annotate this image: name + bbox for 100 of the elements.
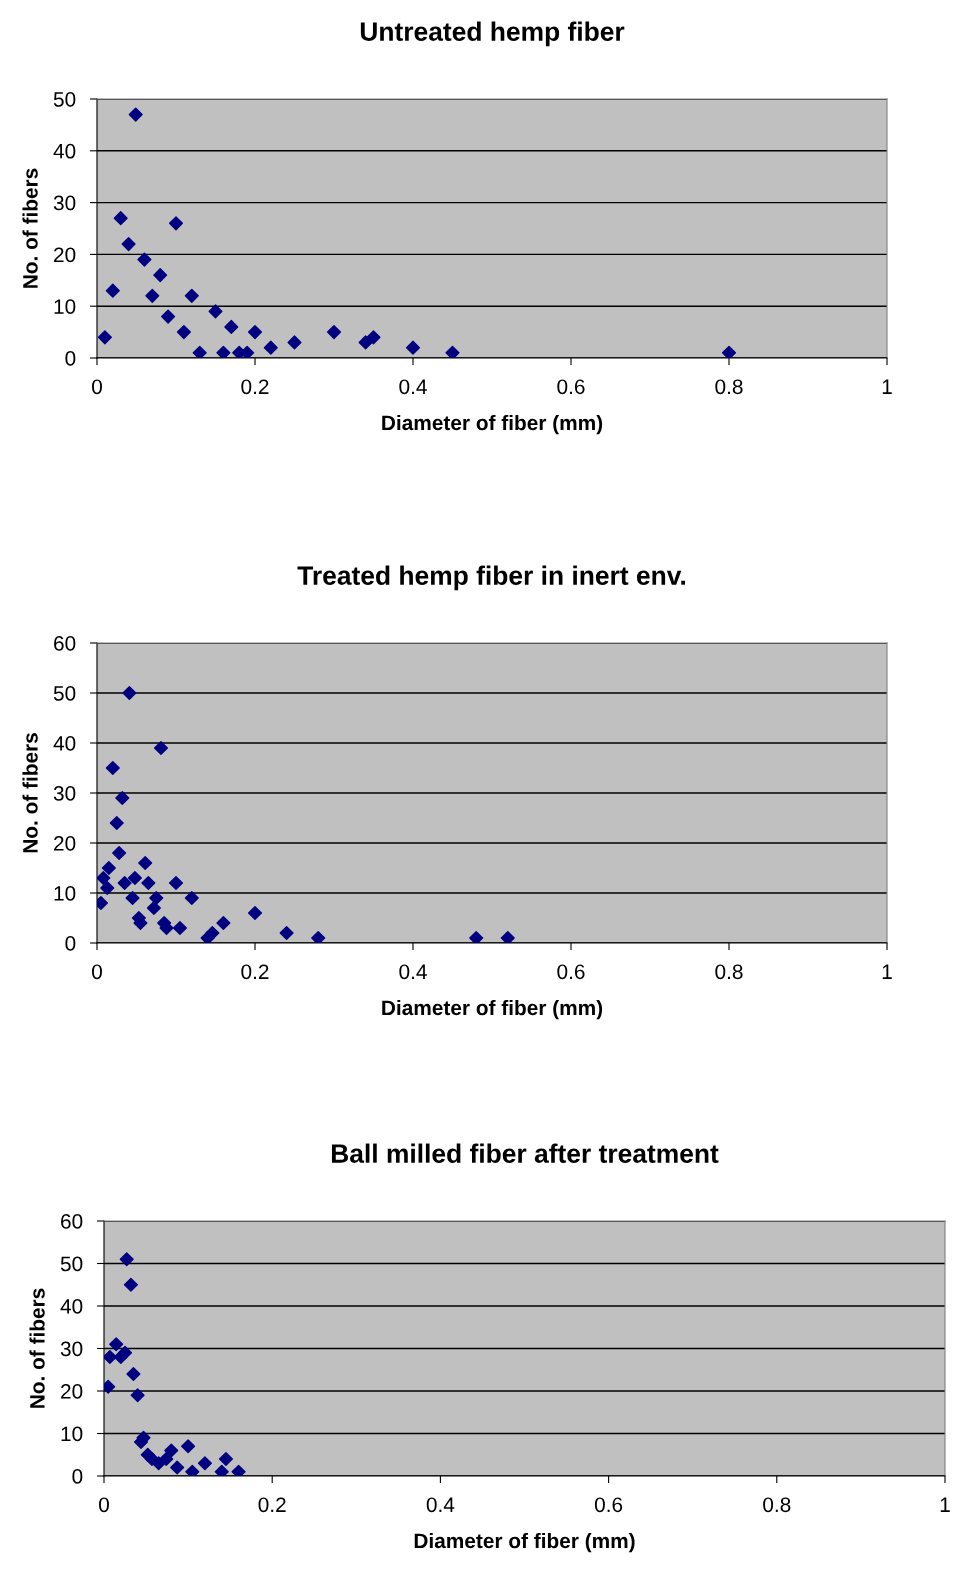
y-tick-label: 60	[61, 1214, 83, 1229]
point	[122, 685, 137, 701]
point	[97, 330, 112, 345]
point	[105, 283, 120, 298]
point	[181, 1439, 196, 1454]
y-tick-label: 20	[61, 1384, 83, 1399]
point	[145, 288, 160, 303]
x-tick-label: 0	[92, 964, 102, 980]
y-tick-label: 60	[54, 636, 76, 651]
point	[137, 252, 152, 267]
y-tick-label: 0	[65, 351, 76, 366]
point	[263, 340, 278, 355]
point	[279, 925, 294, 941]
point	[172, 920, 188, 936]
point	[153, 268, 168, 283]
point	[358, 335, 373, 350]
point	[123, 1277, 138, 1292]
y-tick-label: 30	[60, 1341, 83, 1357]
point	[208, 304, 223, 319]
point	[405, 340, 421, 355]
point	[97, 870, 111, 886]
y-tick-label: 50	[53, 686, 76, 701]
point	[184, 890, 199, 906]
point	[101, 860, 116, 876]
y-tick-label: 30	[53, 195, 76, 211]
point	[247, 325, 263, 340]
point	[176, 325, 191, 340]
x-tick-label: 0.8	[763, 1497, 791, 1513]
point	[192, 345, 207, 358]
y-tick-label: 50	[60, 1256, 83, 1272]
y-tick-label: 0	[65, 936, 76, 951]
x-tick-label: 0	[99, 1497, 109, 1513]
point	[112, 845, 127, 861]
x-axis-title: Diameter of fiber (mm)	[382, 414, 603, 435]
chart-title: Untreated hemp fiber	[360, 21, 625, 47]
point	[127, 870, 142, 886]
y-tick-label: 50	[53, 92, 76, 107]
point	[109, 1337, 124, 1352]
point	[500, 930, 515, 943]
point	[113, 211, 128, 226]
x-tick-label: 1	[882, 964, 892, 979]
y-tick-label: 20	[54, 836, 76, 851]
point	[130, 1388, 145, 1403]
x-tick-label: 0.8	[715, 379, 743, 395]
point	[216, 345, 231, 358]
y-axis-title: No. of fibers	[22, 168, 38, 288]
x-axis-title: Diameter of fiber (mm)	[414, 1532, 635, 1553]
point	[185, 1464, 200, 1476]
point	[721, 345, 737, 358]
y-tick-label: 40	[60, 1299, 83, 1314]
x-tick-label: 0.6	[557, 379, 585, 395]
x-tick-label: 0.4	[399, 964, 427, 980]
point	[366, 330, 381, 345]
point	[311, 930, 326, 943]
point	[184, 288, 199, 303]
y-tick-label: 30	[53, 786, 76, 801]
chart-title: Ball milled fiber after treatment	[331, 1143, 719, 1163]
y-tick-label: 0	[72, 1469, 83, 1484]
x-axis-title: Diameter of fiber (mm)	[382, 999, 603, 1020]
point	[117, 875, 132, 891]
y-axis-title: No. of fibers	[22, 733, 38, 853]
point	[469, 930, 484, 943]
point	[216, 915, 231, 931]
point	[138, 855, 153, 871]
point	[168, 875, 184, 891]
point	[128, 107, 143, 122]
point	[121, 236, 136, 252]
x-tick-label: 0.2	[241, 379, 269, 395]
y-tick-label: 20	[54, 247, 76, 263]
point	[161, 309, 176, 324]
point	[224, 319, 239, 334]
point	[126, 1366, 141, 1382]
point	[197, 1456, 212, 1471]
point	[153, 740, 169, 756]
point	[109, 815, 124, 831]
point	[326, 325, 342, 340]
x-tick-label: 0.2	[258, 1497, 286, 1513]
point	[115, 790, 130, 806]
y-axis-title: No. of fibers	[29, 1288, 45, 1408]
point	[159, 1451, 174, 1467]
y-tick-label: 10	[61, 1426, 83, 1442]
point	[119, 1252, 134, 1267]
point	[117, 1345, 133, 1360]
point	[141, 875, 156, 891]
x-tick-label: 0.6	[557, 964, 585, 980]
point	[287, 335, 302, 350]
x-tick-label: 1	[940, 1497, 950, 1512]
point	[125, 890, 140, 906]
x-tick-label: 0.8	[715, 964, 743, 980]
x-tick-label: 0	[92, 379, 102, 395]
point	[218, 1451, 234, 1467]
point	[231, 1464, 246, 1476]
point	[168, 216, 184, 231]
point	[445, 345, 460, 358]
point	[149, 890, 164, 906]
point	[247, 905, 263, 921]
point	[146, 900, 161, 916]
point	[105, 760, 120, 776]
point	[104, 1349, 117, 1365]
x-tick-label: 1	[882, 379, 892, 394]
